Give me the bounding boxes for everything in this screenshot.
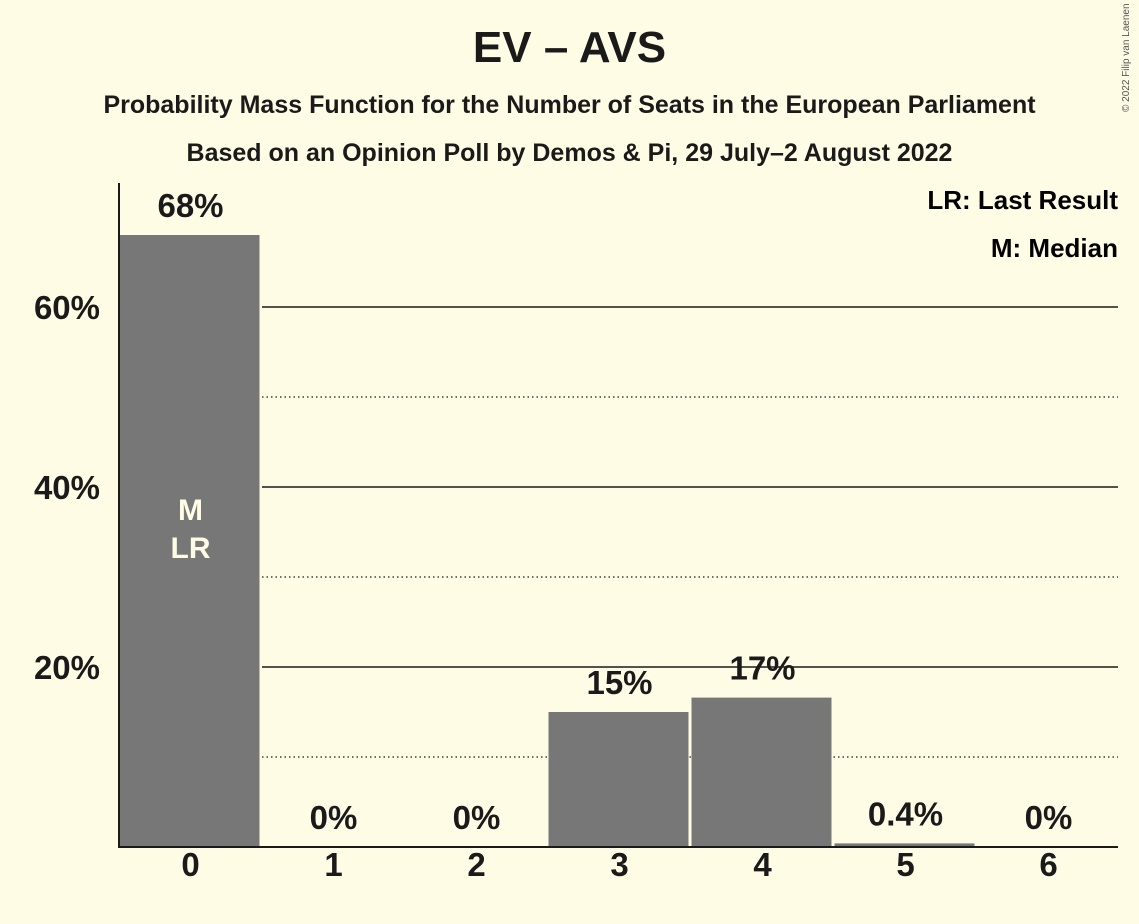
data-label: 0% <box>453 799 501 836</box>
data-label: 0% <box>1025 799 1073 836</box>
bar <box>834 843 975 847</box>
x-tick-label: 0 <box>181 846 199 883</box>
data-label: 68% <box>157 187 223 224</box>
chart-title: EV – AVS <box>472 23 667 72</box>
legend-last-result: LR: Last Result <box>927 185 1118 215</box>
bar <box>691 697 832 847</box>
gridlines <box>262 306 1118 758</box>
x-tick-label: 5 <box>896 846 914 883</box>
chart-subtitle: Probability Mass Function for the Number… <box>103 91 1036 119</box>
bar <box>119 235 260 847</box>
data-label: 0.4% <box>868 795 943 832</box>
bars <box>119 235 975 847</box>
data-label: 17% <box>729 650 795 687</box>
labels: 20% 40% 60% 68% 0 M LR 0% 1 0% 2 15% 3 17% 4 0.4% 5 0% 6 <box>34 187 1072 883</box>
last-result-marker: LR <box>171 532 211 565</box>
x-tick-label: 1 <box>324 846 342 883</box>
y-tick-label: 40% <box>34 469 100 506</box>
data-label: 0% <box>310 799 358 836</box>
x-tick-label: 2 <box>467 846 485 883</box>
x-tick-label: 6 <box>1039 846 1057 883</box>
legend-median: M: Median <box>991 233 1118 263</box>
chart-source-subtitle: Based on an Opinion Poll by Demos & Pi, … <box>186 139 953 167</box>
x-tick-label: 3 <box>610 846 628 883</box>
axes <box>118 183 1118 848</box>
data-label: 15% <box>586 664 652 701</box>
bar <box>548 712 689 847</box>
y-tick-label: 20% <box>34 649 100 686</box>
y-tick-label: 60% <box>34 289 100 326</box>
median-marker: M <box>178 494 203 527</box>
x-tick-label: 4 <box>753 846 772 883</box>
